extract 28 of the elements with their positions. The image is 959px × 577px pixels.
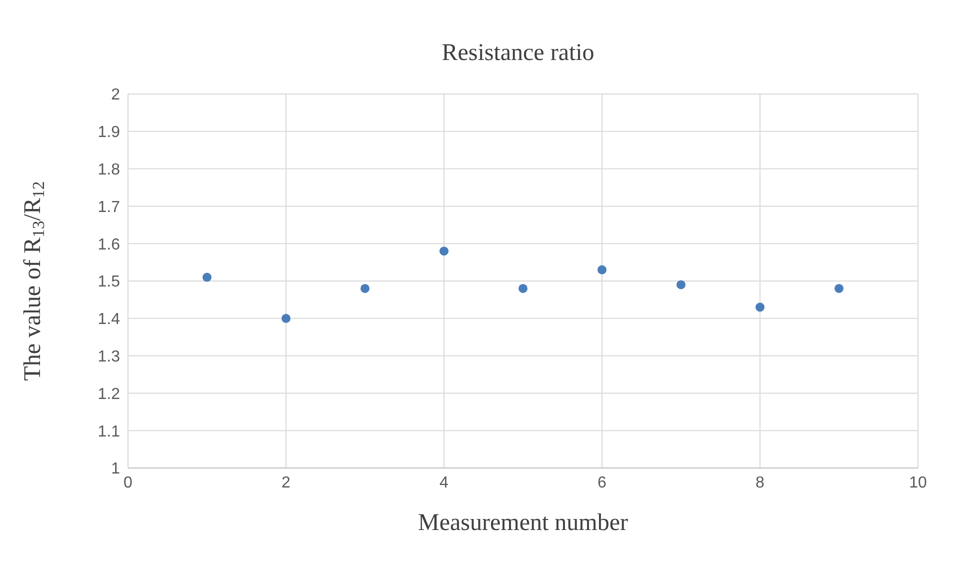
x-tick-label: 10 [909, 474, 927, 492]
y-tick-label: 1.3 [98, 348, 120, 366]
y-tick-label: 1.8 [98, 161, 120, 178]
point [518, 284, 528, 293]
y-tick-label: 1.2 [98, 386, 120, 403]
y-tick-label: 1.1 [98, 423, 120, 440]
point [281, 314, 291, 323]
chart-title: Resistance ratio [442, 40, 594, 66]
point [755, 302, 765, 312]
point [834, 284, 844, 293]
y-tick-label: 1.4 [98, 311, 120, 328]
y-tick-label: 2 [111, 86, 120, 104]
y-tick-label: 1.5 [98, 274, 120, 291]
point [439, 246, 449, 256]
point [202, 272, 212, 282]
x-tick-label: 4 [440, 474, 449, 492]
x-tick-label: 8 [756, 474, 765, 492]
point [360, 284, 370, 293]
x-tick-label: 6 [598, 474, 607, 492]
y-tick-label: 1.7 [98, 198, 120, 216]
y-tick-label: 1.6 [98, 236, 120, 254]
x-tick-label: 0 [124, 474, 133, 492]
y-tick-label: 1.9 [98, 124, 120, 142]
point [597, 265, 607, 274]
x-tick-label: 2 [282, 474, 291, 492]
point [676, 280, 686, 290]
x-axis-title: Measurement number [418, 510, 628, 536]
y-tick-label: 1 [111, 460, 120, 478]
